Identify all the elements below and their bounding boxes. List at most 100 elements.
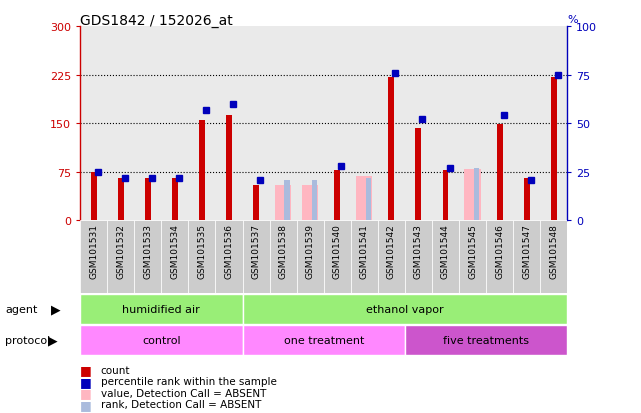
Bar [270,221,297,293]
Text: GSM101535: GSM101535 [197,224,206,279]
Bar [486,221,513,293]
Bar [365,178,371,221]
Bar [80,325,242,355]
Text: GSM101533: GSM101533 [144,224,153,279]
Bar [107,221,134,293]
Bar [474,169,479,221]
Bar [513,221,540,293]
Bar [312,180,317,221]
Text: ■: ■ [80,398,92,411]
Bar [107,27,134,221]
Bar [442,171,449,221]
Text: GSM101537: GSM101537 [251,224,260,279]
Text: GSM101540: GSM101540 [333,224,342,279]
Bar [285,180,290,221]
Text: GSM101547: GSM101547 [522,224,531,279]
Bar [172,179,178,221]
Bar [524,179,529,221]
Bar [324,221,351,293]
Text: ethanol vapor: ethanol vapor [366,304,444,314]
Text: ▶: ▶ [48,334,58,347]
Text: value, Detection Call = ABSENT: value, Detection Call = ABSENT [101,388,266,398]
Bar [551,77,557,221]
Text: GSM101544: GSM101544 [441,224,450,278]
Bar [145,179,151,221]
Text: humidified air: humidified air [122,304,200,314]
Text: ■: ■ [80,375,92,388]
Text: %: % [567,15,578,25]
Bar [215,221,242,293]
Text: GSM101534: GSM101534 [171,224,179,279]
Bar [162,221,188,293]
Bar [378,27,405,221]
Text: GSM101539: GSM101539 [306,224,315,279]
Bar [134,221,162,293]
Bar [459,221,486,293]
Bar [432,27,459,221]
Text: GSM101538: GSM101538 [279,224,288,279]
Bar [270,27,297,221]
Bar [486,27,513,221]
Bar [513,27,540,221]
Bar [80,221,107,293]
Text: ▶: ▶ [51,303,61,316]
Text: GSM101541: GSM101541 [360,224,369,279]
Bar [199,121,205,221]
Bar [302,185,319,221]
Text: rank, Detection Call = ABSENT: rank, Detection Call = ABSENT [101,399,261,409]
Text: GSM101543: GSM101543 [414,224,423,279]
Bar [465,169,481,221]
Bar [405,221,432,293]
Bar [80,27,107,221]
Bar [242,27,270,221]
Bar [388,77,394,221]
Bar [242,325,405,355]
Bar [351,27,378,221]
Bar [540,221,567,293]
Text: ■: ■ [80,363,92,376]
Bar [405,325,567,355]
Text: protocol: protocol [5,335,51,345]
Text: control: control [142,335,181,345]
Bar [356,177,372,221]
Bar [90,173,97,221]
Bar [253,185,259,221]
Text: GSM101545: GSM101545 [468,224,477,279]
Bar [188,27,215,221]
Bar [215,27,242,221]
Bar [405,27,432,221]
Text: GDS1842 / 152026_at: GDS1842 / 152026_at [80,14,233,28]
Text: GSM101536: GSM101536 [224,224,233,279]
Bar [378,221,405,293]
Bar [242,294,567,324]
Text: GSM101546: GSM101546 [495,224,504,279]
Bar [324,27,351,221]
Bar [242,221,270,293]
Bar [432,221,459,293]
Text: GSM101542: GSM101542 [387,224,396,278]
Bar [540,27,567,221]
Text: GSM101532: GSM101532 [116,224,125,279]
Text: one treatment: one treatment [283,335,364,345]
Bar [334,171,340,221]
Bar [118,179,124,221]
Bar [162,27,188,221]
Bar [80,294,242,324]
Bar [297,27,324,221]
Text: ■: ■ [80,386,92,399]
Text: GSM101548: GSM101548 [549,224,558,279]
Bar [297,221,324,293]
Bar [497,125,503,221]
Bar [188,221,215,293]
Text: five treatments: five treatments [443,335,529,345]
Text: GSM101531: GSM101531 [89,224,98,279]
Bar [134,27,162,221]
Bar [351,221,378,293]
Bar [275,185,291,221]
Bar [226,116,232,221]
Text: count: count [101,365,130,375]
Bar [459,27,486,221]
Bar [415,128,421,221]
Text: percentile rank within the sample: percentile rank within the sample [101,376,276,386]
Text: agent: agent [5,304,38,314]
